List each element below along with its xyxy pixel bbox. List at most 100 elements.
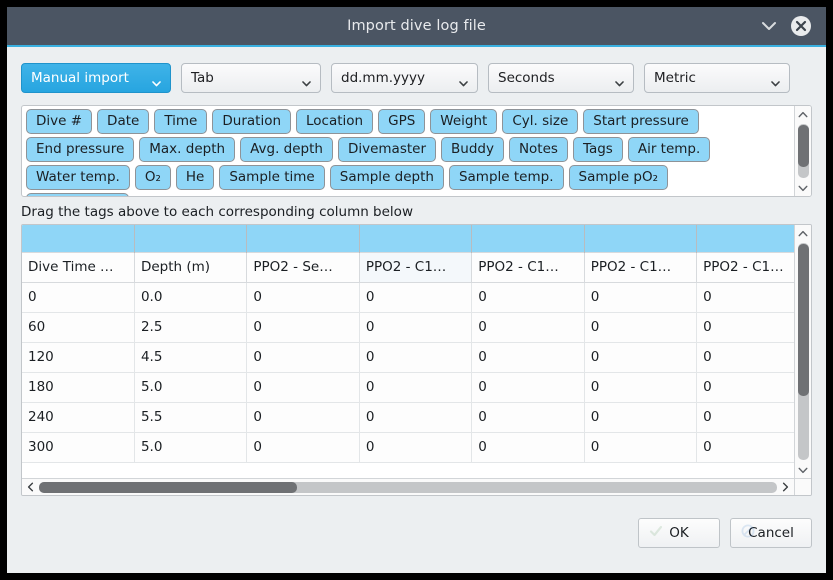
cancel-button-label: Cancel (748, 524, 794, 541)
column-header: PPO2 - C1… (471, 251, 585, 283)
tag-chip[interactable]: Duration (212, 109, 292, 134)
tag-palette-scroll-thumb[interactable] (797, 125, 809, 167)
table-cell: 0 (246, 282, 360, 313)
tag-list: Dive # Date Time Duration Location GPS Weight C… (22, 106, 768, 196)
chevron-down-icon[interactable] (758, 15, 780, 37)
table-cell: 0 (471, 372, 585, 403)
table-cell: 180 (22, 372, 135, 403)
tag-drop-cell[interactable] (134, 225, 248, 252)
tag-drop-row[interactable] (22, 225, 794, 252)
tag-chip[interactable]: Divemaster (337, 137, 436, 162)
check-icon (649, 524, 663, 542)
table-cell: 0 (359, 312, 473, 343)
table-horizontal-scroll-thumb[interactable] (39, 481, 298, 493)
import-mode-value: Manual import (31, 70, 129, 86)
tag-chip[interactable]: Weight (430, 109, 498, 134)
table-cell: 0 (584, 372, 698, 403)
cancel-button[interactable]: Cancel (730, 517, 812, 548)
tag-chip[interactable]: Tags (572, 137, 623, 162)
field-separator-select[interactable]: Tab (181, 63, 321, 93)
chevron-up-icon[interactable] (795, 106, 812, 122)
table-horizontal-scrollbar[interactable] (22, 478, 794, 495)
ok-button[interactable]: OK (638, 517, 720, 548)
column-header: Depth (m) (134, 251, 248, 283)
table-vertical-scrollbar[interactable] (794, 225, 811, 478)
table-vertical-scroll-track[interactable] (795, 241, 812, 462)
tag-chip[interactable]: End pressure (26, 137, 135, 162)
tag-drop-cell[interactable] (22, 225, 135, 252)
field-separator-value: Tab (191, 70, 214, 86)
table-viewport: Dive Time … Depth (m) PPO2 - Se… PPO2 - C1…… (22, 225, 794, 478)
tag-chip[interactable]: Date (97, 109, 150, 134)
table-cell: 0 (471, 312, 585, 343)
dialog-footer: OK Cancel (21, 496, 812, 573)
chevron-down-icon (152, 75, 161, 87)
tag-drop-cell[interactable] (584, 225, 698, 252)
table-cell: 240 (22, 402, 135, 433)
chevron-down-icon[interactable] (795, 462, 812, 478)
tag-chip[interactable]: GPS (378, 109, 426, 134)
dialog-titlebar: Import dive log file (7, 7, 826, 47)
table-vertical-scroll-thumb[interactable] (797, 244, 809, 396)
table-cell: 0 (471, 432, 585, 463)
close-icon[interactable] (790, 15, 812, 37)
tag-chip[interactable]: He (175, 165, 215, 190)
tag-chip[interactable]: Sample time (219, 165, 325, 190)
table-cell: 5.0 (134, 432, 248, 463)
tag-chip[interactable]: Sample CNS (26, 193, 130, 196)
tag-chip[interactable]: Buddy (441, 137, 504, 162)
column-mapping-table: Dive Time … Depth (m) PPO2 - Se… PPO2 - C1…… (21, 224, 812, 496)
import-dive-log-dialog: Import dive log file Manual import (7, 7, 826, 573)
tag-chip[interactable]: Notes (508, 137, 568, 162)
chevron-up-icon[interactable] (795, 225, 812, 241)
import-mode-select[interactable]: Manual import (21, 63, 171, 93)
tag-drop-cell[interactable] (359, 225, 473, 252)
table-cell: 0 (22, 282, 135, 313)
tag-palette-scroll-track[interactable] (795, 122, 812, 180)
table-cell: 0 (359, 372, 473, 403)
tag-chip[interactable]: Max. depth (139, 137, 236, 162)
time-unit-select[interactable]: Seconds (488, 63, 634, 93)
tag-chip[interactable]: Sample temp. (448, 165, 564, 190)
table-row: 602.5000000 (22, 312, 794, 343)
table-cell: 0 (696, 432, 794, 463)
table-cell: 0.0 (134, 282, 248, 313)
table-cell: 5.0 (134, 372, 248, 403)
tag-chip[interactable]: Time (154, 109, 208, 134)
table-cell: 0 (584, 282, 698, 313)
cancel-circle-icon (741, 524, 755, 542)
chevron-left-icon[interactable] (22, 479, 39, 496)
tag-drop-cell[interactable] (246, 225, 360, 252)
drag-hint-label: Drag the tags above to each correspondin… (21, 204, 413, 220)
date-format-value: dd.mm.yyyy (341, 70, 425, 86)
date-format-select[interactable]: dd.mm.yyyy (331, 63, 478, 93)
tag-chip[interactable]: Sample pO₂ (568, 165, 669, 190)
tag-chip[interactable]: Dive # (26, 109, 93, 134)
tag-drop-cell[interactable] (696, 225, 794, 252)
tag-chip[interactable]: Cyl. size (502, 109, 579, 134)
table-cell: 300 (22, 432, 135, 463)
table-cell: 0 (359, 282, 473, 313)
tag-chip[interactable]: Sample depth (329, 165, 444, 190)
unit-system-select[interactable]: Metric (644, 63, 790, 93)
table-cell: 0 (696, 402, 794, 433)
chevron-down-icon (615, 75, 624, 87)
tag-drop-cell[interactable] (471, 225, 585, 252)
import-options-row: Manual import Tab dd.mm.yyyy (21, 63, 812, 93)
tag-chip[interactable]: Avg. depth (240, 137, 333, 162)
table-cell: 0 (471, 282, 585, 313)
tag-chip[interactable]: O₂ (134, 165, 171, 190)
tag-chip[interactable]: Start pressure (583, 109, 699, 134)
table-horizontal-scroll-track[interactable] (39, 479, 777, 496)
table-cell: 0 (246, 372, 360, 403)
chevron-right-icon[interactable] (777, 479, 794, 496)
tag-chip[interactable]: Water temp. (26, 165, 130, 190)
column-header: PPO2 - C1… (359, 251, 473, 283)
tag-chip[interactable]: Air temp. (627, 137, 711, 162)
tag-chip[interactable]: Location (296, 109, 374, 134)
chevron-down-icon (771, 75, 780, 87)
tag-palette-scrollbar[interactable] (794, 106, 811, 196)
chevron-down-icon[interactable] (795, 180, 812, 196)
scrollbar-corner (794, 478, 811, 495)
